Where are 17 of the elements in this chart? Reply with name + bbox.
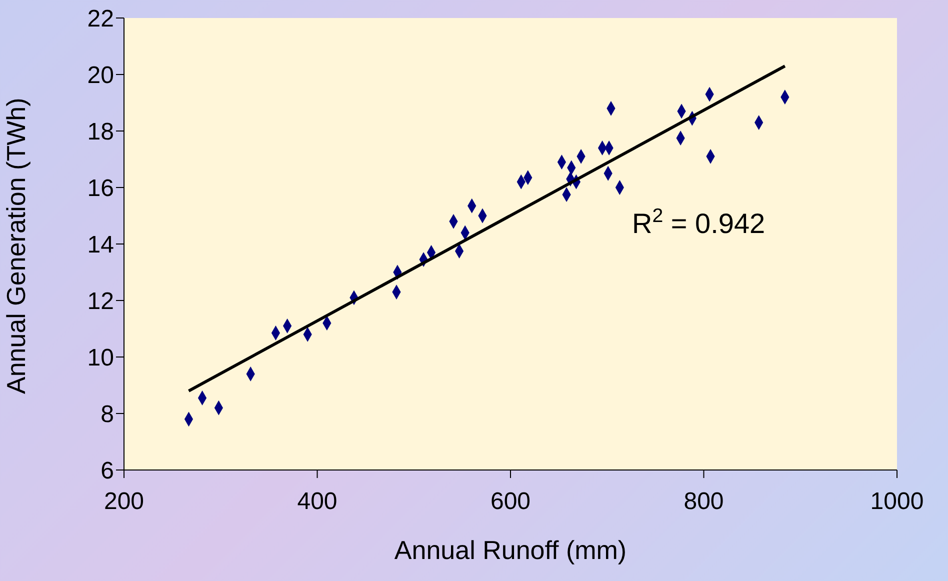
- y-tick-label: 20: [87, 62, 114, 90]
- y-tick-label: 16: [87, 175, 114, 202]
- y-tick-label: 8: [100, 401, 114, 428]
- y-tick-label: 22: [87, 6, 114, 33]
- y-tick-label: 6: [100, 458, 114, 485]
- annotation: R$^{2}$ = 0.942: [632, 205, 766, 239]
- x-tick-label: 1000: [870, 488, 924, 516]
- y-tick-label: 12: [87, 288, 114, 316]
- x-tick-label: 400: [297, 488, 338, 516]
- x-tick-label: 800: [684, 488, 724, 516]
- x-tick-label: 200: [104, 488, 144, 516]
- y-tick-label: 18: [87, 118, 114, 146]
- y-tick-label: 10: [87, 344, 114, 372]
- x-tick-label: 600: [490, 488, 531, 516]
- x-axis-title: Annual Runoff (mm): [394, 535, 627, 565]
- y-axis-title: Annual Generation (TWh): [1, 98, 32, 394]
- y-tick-label: 14: [87, 232, 114, 259]
